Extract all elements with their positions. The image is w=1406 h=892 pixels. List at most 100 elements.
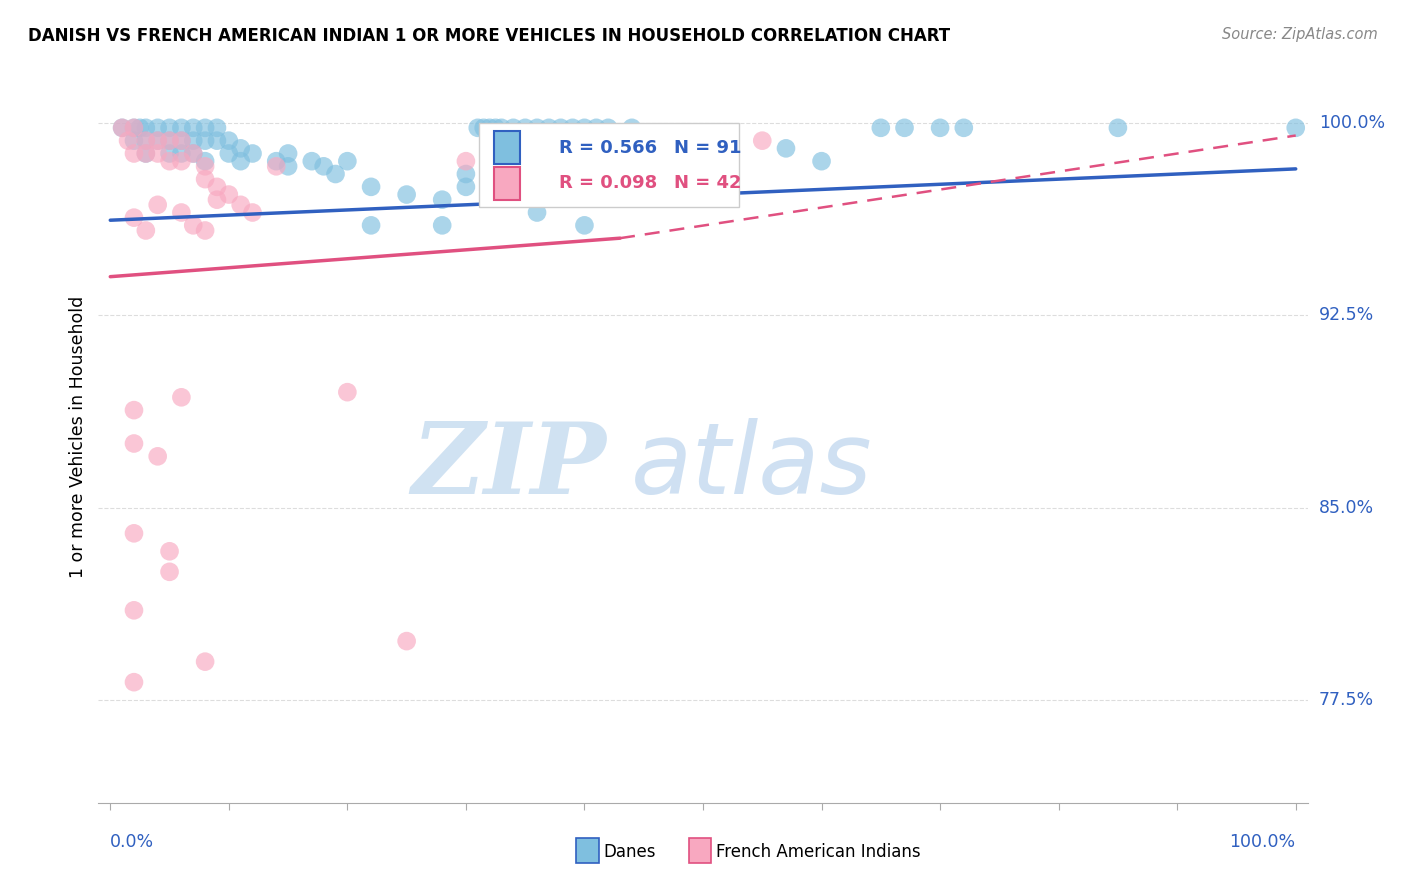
Point	[395, 634, 418, 648]
Point	[122, 403, 145, 417]
Point	[159, 154, 181, 169]
Point	[111, 120, 134, 135]
Point	[454, 154, 477, 169]
Point	[325, 167, 347, 181]
Point	[146, 450, 169, 464]
Point	[229, 198, 252, 212]
Point	[159, 134, 181, 148]
Point	[205, 193, 228, 207]
Point	[135, 146, 157, 161]
Point	[537, 146, 560, 161]
Point	[526, 134, 548, 148]
Point	[574, 219, 596, 233]
Text: 92.5%: 92.5%	[1319, 306, 1374, 324]
Text: 100.0%: 100.0%	[1230, 833, 1296, 851]
Text: French American Indians: French American Indians	[716, 843, 921, 861]
Point	[159, 134, 181, 148]
Bar	[494, 167, 520, 200]
Text: N = 42: N = 42	[673, 174, 741, 192]
Point	[205, 134, 228, 148]
Point	[869, 120, 891, 135]
Point	[432, 219, 454, 233]
Point	[135, 223, 157, 237]
Point	[170, 120, 193, 135]
Point	[122, 675, 145, 690]
Point	[810, 154, 832, 169]
Point	[122, 526, 145, 541]
Point	[561, 120, 583, 135]
Point	[181, 146, 204, 161]
Point	[574, 134, 596, 148]
Point	[1285, 120, 1308, 135]
Point	[159, 544, 181, 558]
Point	[893, 120, 915, 135]
Point	[135, 120, 157, 135]
Point	[194, 154, 217, 169]
Text: Danes: Danes	[603, 843, 655, 861]
Point	[122, 120, 145, 135]
Text: DANISH VS FRENCH AMERICAN INDIAN 1 OR MORE VEHICLES IN HOUSEHOLD CORRELATION CHA: DANISH VS FRENCH AMERICAN INDIAN 1 OR MO…	[28, 27, 950, 45]
Point	[454, 179, 477, 194]
Point	[135, 134, 157, 148]
Text: ZIP: ZIP	[412, 418, 606, 515]
Point	[135, 146, 157, 161]
Point	[277, 146, 299, 161]
Point	[242, 205, 264, 219]
Point	[537, 120, 560, 135]
Point	[585, 134, 607, 148]
Point	[561, 134, 583, 148]
Point	[526, 205, 548, 219]
Point	[472, 120, 495, 135]
Point	[550, 134, 572, 148]
Text: atlas: atlas	[630, 417, 872, 515]
Text: Source: ZipAtlas.com: Source: ZipAtlas.com	[1222, 27, 1378, 42]
Point	[194, 223, 217, 237]
Point	[502, 146, 524, 161]
Point	[194, 159, 217, 173]
Point	[484, 120, 506, 135]
Point	[218, 187, 240, 202]
Point	[218, 146, 240, 161]
Point	[952, 120, 974, 135]
Point	[515, 146, 537, 161]
Point	[537, 134, 560, 148]
Point	[277, 159, 299, 173]
Point	[301, 154, 323, 169]
Point	[526, 146, 548, 161]
Point	[264, 159, 287, 173]
Point	[194, 172, 217, 186]
Point	[194, 134, 217, 148]
Point	[515, 146, 537, 161]
Point	[194, 655, 217, 669]
Point	[170, 154, 193, 169]
Text: 100.0%: 100.0%	[1319, 113, 1385, 132]
Point	[170, 390, 193, 404]
Text: 85.0%: 85.0%	[1319, 499, 1374, 516]
Point	[122, 120, 145, 135]
Point	[574, 141, 596, 155]
Point	[395, 187, 418, 202]
Point	[146, 134, 169, 148]
Point	[205, 179, 228, 194]
Point	[122, 436, 145, 450]
Point	[218, 134, 240, 148]
Point	[467, 120, 489, 135]
Point	[242, 146, 264, 161]
Point	[181, 120, 204, 135]
Point	[146, 134, 169, 148]
Point	[129, 120, 152, 135]
Point	[111, 120, 134, 135]
Point	[181, 134, 204, 148]
Point	[146, 120, 169, 135]
Point	[775, 141, 797, 155]
Point	[432, 193, 454, 207]
Point	[620, 120, 643, 135]
Text: R = 0.098: R = 0.098	[560, 174, 658, 192]
Text: N = 91: N = 91	[673, 139, 741, 157]
Point	[515, 134, 537, 148]
Point	[135, 134, 157, 148]
Bar	[494, 131, 520, 164]
FancyBboxPatch shape	[479, 122, 740, 207]
Point	[550, 120, 572, 135]
Point	[122, 146, 145, 161]
